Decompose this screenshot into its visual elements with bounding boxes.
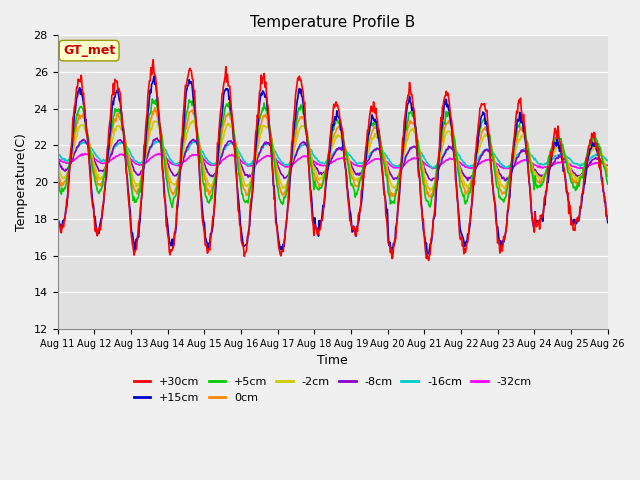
0cm (427, 194, 435, 200)
-32cm (401, 162, 408, 168)
-2cm (120, 133, 128, 139)
+30cm (63, 196, 71, 202)
+5cm (207, 198, 214, 204)
Line: +5cm: +5cm (58, 99, 608, 207)
-8cm (54, 157, 61, 163)
+30cm (401, 119, 408, 124)
-8cm (153, 135, 161, 141)
+15cm (177, 165, 184, 171)
-8cm (417, 154, 424, 160)
-32cm (54, 156, 61, 162)
+15cm (206, 240, 214, 245)
-2cm (176, 168, 184, 174)
+5cm (168, 204, 176, 210)
+15cm (120, 141, 128, 147)
-16cm (604, 158, 612, 164)
+5cm (63, 172, 71, 178)
+15cm (150, 73, 158, 79)
-8cm (501, 178, 509, 183)
-8cm (120, 141, 128, 147)
-2cm (426, 188, 434, 194)
-16cm (429, 165, 436, 171)
-8cm (604, 168, 612, 174)
X-axis label: Time: Time (317, 354, 348, 367)
-32cm (120, 152, 128, 158)
+5cm (604, 181, 612, 187)
+15cm (54, 208, 61, 214)
+5cm (120, 129, 128, 135)
Line: 0cm: 0cm (58, 108, 608, 197)
-16cm (417, 149, 424, 155)
+5cm (178, 152, 186, 158)
-2cm (190, 118, 198, 123)
+5cm (401, 130, 409, 136)
-8cm (177, 165, 184, 170)
-8cm (63, 167, 71, 172)
-32cm (155, 151, 163, 156)
+5cm (54, 177, 61, 182)
-2cm (401, 151, 408, 156)
0cm (206, 192, 214, 197)
-16cm (120, 141, 128, 147)
-2cm (206, 184, 214, 190)
-32cm (417, 157, 424, 163)
-2cm (63, 170, 71, 176)
0cm (63, 170, 71, 176)
0cm (177, 159, 184, 165)
+15cm (604, 220, 612, 226)
Line: -16cm: -16cm (58, 141, 608, 168)
-16cm (54, 150, 61, 156)
+15cm (63, 195, 71, 201)
0cm (417, 151, 424, 156)
-32cm (503, 166, 511, 171)
+30cm (417, 184, 424, 190)
+30cm (177, 150, 184, 156)
-8cm (401, 160, 408, 166)
-16cm (191, 138, 198, 144)
Y-axis label: Temperature(C): Temperature(C) (15, 133, 28, 231)
+15cm (417, 187, 424, 192)
-16cm (176, 159, 184, 165)
+30cm (120, 137, 128, 143)
+30cm (54, 212, 61, 218)
-32cm (604, 163, 612, 168)
-2cm (417, 150, 424, 156)
Line: +15cm: +15cm (58, 76, 608, 254)
+30cm (425, 258, 433, 264)
-8cm (206, 172, 214, 178)
Line: -32cm: -32cm (58, 154, 608, 168)
-32cm (177, 162, 184, 168)
+30cm (206, 247, 214, 253)
-32cm (206, 162, 214, 168)
0cm (54, 167, 61, 172)
+15cm (425, 251, 433, 257)
Line: +30cm: +30cm (58, 60, 608, 261)
-16cm (206, 159, 214, 165)
+30cm (149, 57, 157, 62)
Title: Temperature Profile B: Temperature Profile B (250, 15, 415, 30)
-2cm (54, 160, 61, 166)
Legend: +30cm, +15cm, +5cm, 0cm, -2cm, -8cm, -16cm, -32cm: +30cm, +15cm, +5cm, 0cm, -2cm, -8cm, -16… (129, 372, 536, 407)
Text: GT_met: GT_met (63, 44, 115, 57)
+30cm (604, 216, 612, 222)
+15cm (401, 132, 408, 137)
+5cm (417, 166, 425, 172)
Line: -8cm: -8cm (58, 138, 608, 180)
+5cm (148, 96, 156, 102)
0cm (401, 144, 408, 150)
-16cm (63, 158, 71, 164)
-16cm (401, 156, 408, 161)
0cm (120, 132, 128, 137)
-32cm (63, 160, 71, 166)
-2cm (604, 168, 612, 174)
Line: -2cm: -2cm (58, 120, 608, 191)
0cm (151, 105, 159, 111)
0cm (604, 173, 612, 179)
